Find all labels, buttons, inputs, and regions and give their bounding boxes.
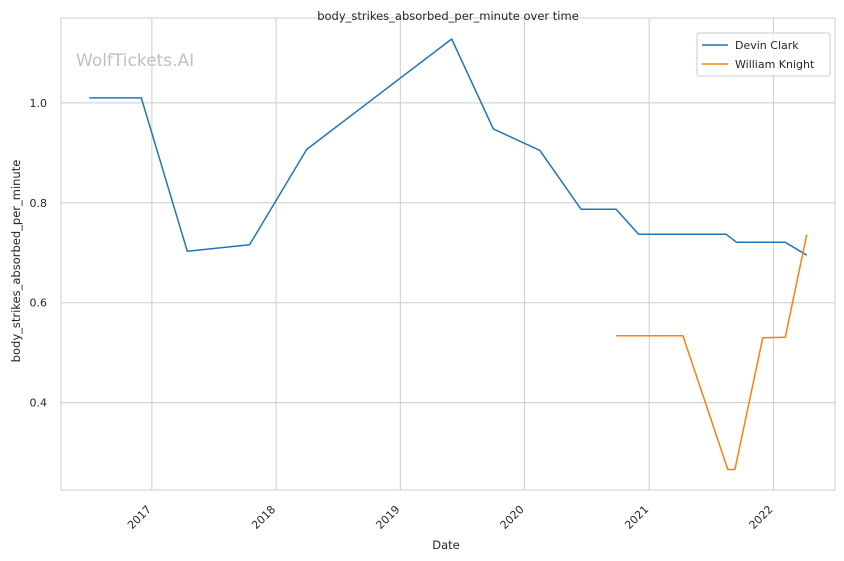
- y-tick-label: 1.0: [30, 97, 48, 110]
- legend-label-devin-clark: Devin Clark: [735, 39, 799, 52]
- data-series: [89, 38, 808, 471]
- y-tick-label: 0.4: [30, 397, 48, 410]
- grid-lines: [61, 18, 835, 490]
- plot-frame: [60, 17, 836, 491]
- y-axis-title: body_strikes_absorbed_per_minute: [9, 160, 23, 363]
- legend-label-william-knight: William Knight: [735, 58, 815, 71]
- x-tick-label: 2019: [373, 503, 402, 532]
- series-line-devin-clark: [89, 38, 808, 256]
- x-tick-label: 2020: [498, 503, 527, 532]
- x-tick-label: 2017: [125, 503, 154, 532]
- plot-area: [61, 18, 835, 490]
- y-tick-label: 0.8: [30, 197, 48, 210]
- watermark-text: WolfTickets.AI: [76, 51, 194, 71]
- x-tick-label: 2021: [622, 503, 651, 532]
- legend: Devin Clark William Knight: [696, 32, 831, 77]
- x-tick-label: 2022: [747, 503, 776, 532]
- legend-box: [696, 32, 831, 77]
- chart-title: body_strikes_absorbed_per_minute over ti…: [317, 9, 579, 23]
- series-line-william-knight: [616, 234, 808, 471]
- y-tick-label: 0.6: [30, 297, 48, 310]
- x-axis-title: Date: [432, 538, 460, 552]
- x-tick-label: 2018: [249, 503, 278, 532]
